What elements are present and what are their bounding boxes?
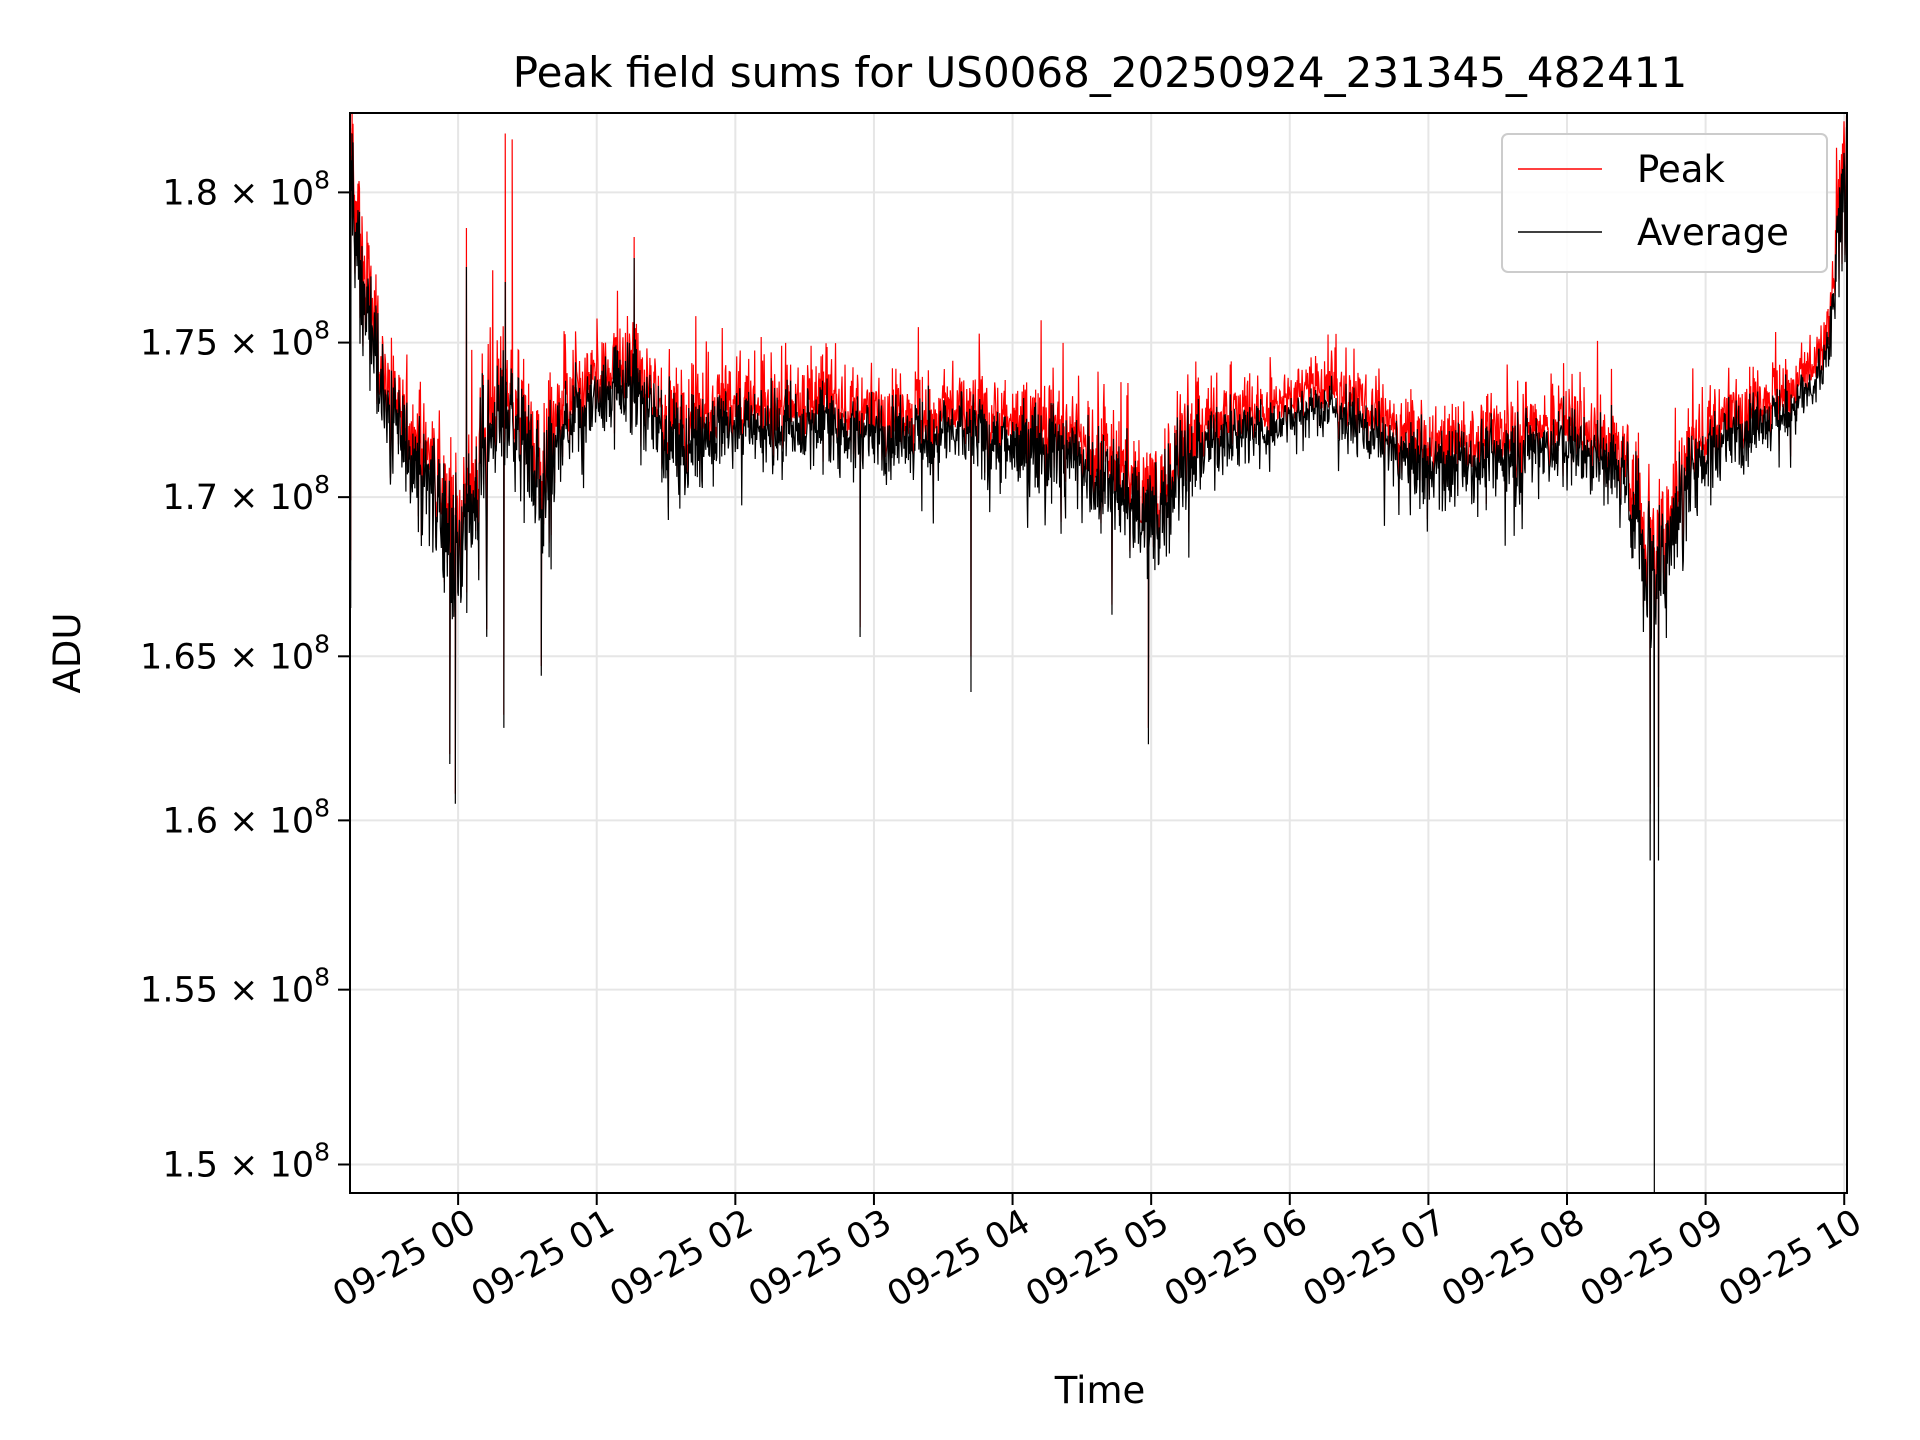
- legend-peak-label: Peak: [1637, 148, 1725, 191]
- y-axis-label: ADU: [46, 613, 89, 694]
- y-tick-label: 1.8 × 108: [162, 165, 330, 213]
- series-average-line: [350, 127, 1847, 1193]
- y-tick-label: 1.75 × 108: [140, 316, 330, 364]
- x-axis-label: Time: [1054, 1369, 1146, 1412]
- y-tick-label: 1.7 × 108: [162, 470, 330, 518]
- y-tick-label: 1.65 × 108: [140, 629, 330, 677]
- y-tick-label: 1.55 × 108: [140, 963, 330, 1011]
- gridlines: [350, 113, 1847, 1193]
- y-axis: 1.5 × 108 1.55 × 108 1.6 × 108 1.65 × 108 1.…: [140, 165, 350, 1185]
- chart-title: Peak field sums for US0068_20250924_2313…: [513, 48, 1688, 97]
- plot-frame: [349, 112, 1848, 1194]
- y-tick-label: 1.6 × 108: [162, 793, 330, 841]
- legend: Peak Average: [1501, 133, 1828, 273]
- legend-average-label: Average: [1637, 211, 1789, 254]
- y-tick-label: 1.5 × 108: [162, 1137, 330, 1185]
